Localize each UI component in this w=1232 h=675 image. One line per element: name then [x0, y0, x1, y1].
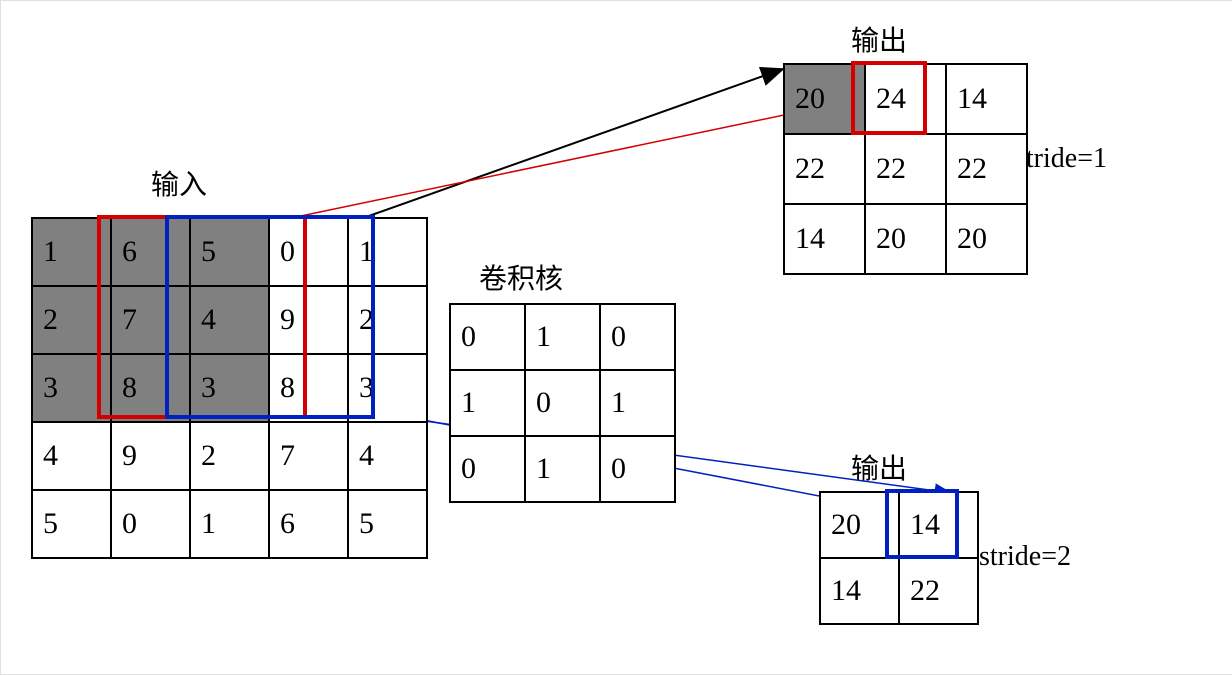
kernel-grid-cell: 0 — [600, 436, 675, 502]
input-grid-cell: 0 — [111, 490, 190, 558]
input-grid-cell: 3 — [190, 354, 269, 422]
arrow-black — [366, 69, 783, 217]
input-grid-cell: 9 — [111, 422, 190, 490]
kernel-grid-cell: 0 — [450, 436, 525, 502]
input-grid-cell: 2 — [190, 422, 269, 490]
kernel-grid-cell: 1 — [600, 370, 675, 436]
output1-grid-cell: 20 — [784, 64, 865, 134]
input-grid-cell: 5 — [348, 490, 427, 558]
input-grid-cell: 4 — [32, 422, 111, 490]
input-grid-cell: 8 — [269, 354, 348, 422]
input-grid-cell: 9 — [269, 286, 348, 354]
input-grid-cell: 4 — [190, 286, 269, 354]
input-grid-cell: 3 — [32, 354, 111, 422]
output2-grid-cell: 14 — [899, 492, 978, 558]
kernel-grid-cell: 0 — [600, 304, 675, 370]
stride1-label: stride=1 — [1015, 143, 1107, 175]
output2-title: 输出 — [851, 447, 907, 487]
output1-grid-cell: 14 — [946, 64, 1027, 134]
kernel-grid-cell: 0 — [525, 370, 600, 436]
kernel-grid: 010101010 — [449, 303, 676, 503]
output2-grid: 20141422 — [819, 491, 979, 625]
input-grid: 1650127492383834927450165 — [31, 217, 428, 559]
kernel-grid-cell: 1 — [525, 436, 600, 502]
output1-grid-cell: 14 — [784, 204, 865, 274]
output1-grid-cell: 22 — [946, 134, 1027, 204]
output2-grid-cell: 20 — [820, 492, 899, 558]
output1-grid-cell: 20 — [946, 204, 1027, 274]
input-grid-cell: 6 — [111, 218, 190, 286]
input-grid-cell: 1 — [348, 218, 427, 286]
input-grid-cell: 6 — [269, 490, 348, 558]
input-grid-cell: 5 — [190, 218, 269, 286]
input-grid-cell: 2 — [348, 286, 427, 354]
input-grid-cell: 0 — [269, 218, 348, 286]
output1-grid-cell: 24 — [865, 64, 946, 134]
output2-grid-cell: 22 — [899, 558, 978, 624]
input-grid-cell: 1 — [32, 218, 111, 286]
input-grid-cell: 7 — [269, 422, 348, 490]
input-title: 输入 — [151, 163, 207, 203]
input-grid-cell: 8 — [111, 354, 190, 422]
stride2-label: stride=2 — [979, 541, 1071, 573]
kernel-grid-cell: 1 — [525, 304, 600, 370]
output1-title: 输出 — [851, 19, 907, 59]
output1-grid-cell: 22 — [865, 134, 946, 204]
input-grid-cell: 2 — [32, 286, 111, 354]
input-grid-cell: 5 — [32, 490, 111, 558]
kernel-title: 卷积核 — [479, 257, 563, 297]
kernel-grid-cell: 0 — [450, 304, 525, 370]
output1-grid-cell: 20 — [865, 204, 946, 274]
diagram-canvas: 输入 卷积核 输出 输出 stride=1 stride=2 165012749… — [0, 0, 1232, 675]
input-grid-cell: 3 — [348, 354, 427, 422]
output2-grid-cell: 14 — [820, 558, 899, 624]
input-grid-cell: 7 — [111, 286, 190, 354]
input-grid-cell: 1 — [190, 490, 269, 558]
kernel-grid-cell: 1 — [450, 370, 525, 436]
output1-grid-cell: 22 — [784, 134, 865, 204]
output1-grid: 202414222222142020 — [783, 63, 1028, 275]
arrow-red — [296, 101, 851, 217]
input-grid-cell: 4 — [348, 422, 427, 490]
